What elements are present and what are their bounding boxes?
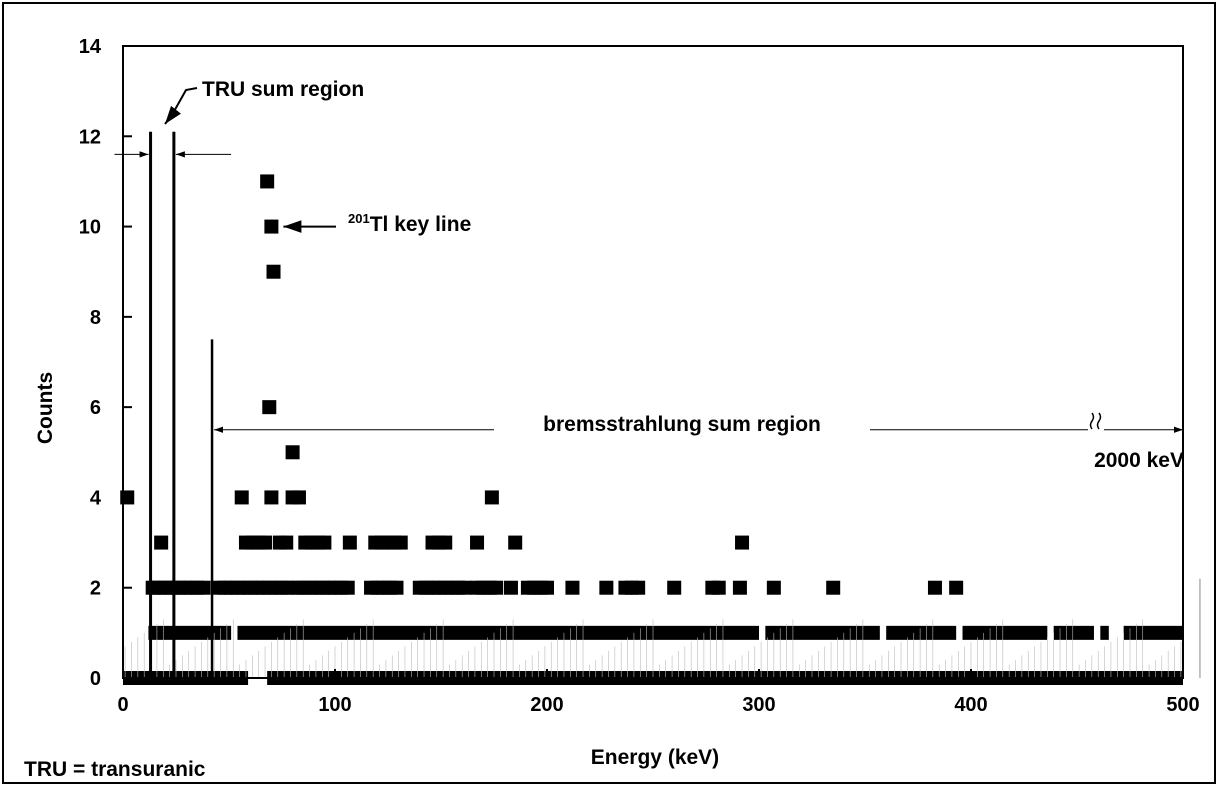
footnote: TRU = transuranic: [24, 758, 206, 781]
key-line-label: 201Tl key line: [348, 211, 471, 236]
data-point: [470, 535, 485, 550]
brems-end-label: 2000 keV: [1094, 449, 1184, 472]
data-point: [234, 490, 249, 505]
data-point: [949, 580, 964, 595]
brems-label-bg: [494, 406, 870, 440]
key-line-superscript: 201: [348, 211, 370, 226]
background-count-bands: [123, 578, 1201, 685]
count-band-1: [237, 625, 760, 640]
y-tick-label: 8: [90, 307, 101, 329]
data-point: [503, 580, 518, 595]
data-point: [285, 445, 300, 460]
axis-break-icon: [1089, 412, 1102, 430]
x-tick-label: 500: [1166, 694, 1199, 716]
key-line-text: Tl key line: [370, 213, 472, 236]
data-point: [196, 580, 211, 595]
count-band-1: [1100, 625, 1109, 640]
y-tick-label: 14: [79, 36, 102, 58]
data-point: [340, 580, 355, 595]
data-point: [393, 535, 408, 550]
data-point: [565, 580, 580, 595]
plot-area: [122, 45, 1184, 679]
data-point: [258, 535, 273, 550]
count-band-1: [886, 625, 957, 640]
data-point: [508, 535, 523, 550]
count-band-1: [962, 625, 1048, 640]
data-point: [389, 580, 404, 595]
data-point: [154, 535, 169, 550]
x-tick-label: 0: [117, 694, 128, 716]
data-point: [732, 580, 747, 595]
data-point: [711, 580, 726, 595]
x-tick-label: 400: [954, 694, 987, 716]
x-axis-label: Energy (keV): [591, 746, 719, 769]
data-point: [599, 580, 614, 595]
data-point: [667, 580, 682, 595]
data-point: [489, 580, 504, 595]
data-point: [264, 219, 279, 234]
count-band-1: [148, 625, 232, 640]
y-tick-label: 0: [90, 668, 101, 690]
y-axis: 0 2 4 6 8 10 12 14: [79, 36, 132, 690]
data-point: [631, 580, 646, 595]
tru-label-pointer: [164, 87, 198, 125]
data-point: [120, 490, 135, 505]
count-band-1: [1123, 625, 1183, 640]
count-band-1: [765, 625, 880, 640]
annotations: [114, 87, 1183, 678]
data-point: [262, 400, 277, 415]
y-tick-label: 6: [90, 397, 101, 419]
data-point: [438, 535, 453, 550]
data-point: [279, 535, 294, 550]
data-point: [735, 535, 750, 550]
y-tick-label: 10: [79, 217, 101, 239]
data-point: [540, 580, 554, 595]
data-point: [266, 264, 281, 279]
x-axis: 0 100 200 300 400 500: [117, 669, 1200, 716]
y-tick-label: 4: [90, 487, 102, 509]
tru-region-label: TRU sum region: [202, 78, 364, 101]
data-point: [291, 490, 306, 505]
data-point: [457, 580, 472, 595]
x-tick-label: 300: [742, 694, 775, 716]
y-tick-label: 2: [90, 578, 101, 600]
data-point: [317, 535, 332, 550]
data-point: [342, 535, 357, 550]
data-point: [260, 174, 275, 189]
data-point: [766, 580, 781, 595]
y-tick-label: 12: [79, 126, 101, 148]
brems-region-label: bremsstrahlung sum region: [543, 413, 821, 436]
x-tick-label: 200: [530, 694, 563, 716]
data-points: [120, 174, 964, 595]
data-point: [927, 580, 942, 595]
y-axis-label: Counts: [34, 372, 57, 444]
data-point: [264, 490, 279, 505]
count-band-1: [1053, 625, 1094, 640]
data-point: [826, 580, 841, 595]
data-point: [484, 490, 499, 505]
plot-border: [122, 45, 1184, 679]
x-tick-label: 100: [318, 694, 351, 716]
